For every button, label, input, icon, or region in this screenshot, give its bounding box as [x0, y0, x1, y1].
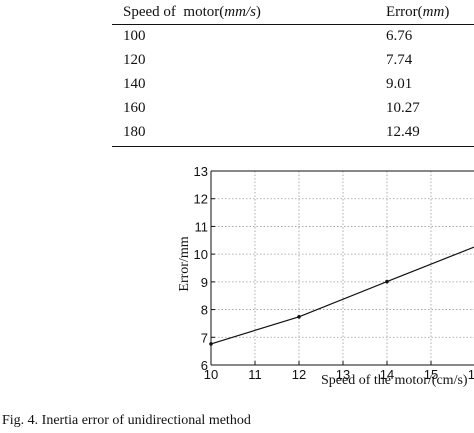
x-tick-label: 11	[248, 367, 262, 382]
table-cell-error: 7.74	[386, 52, 413, 68]
table-cell-error: 9.01	[386, 76, 413, 92]
x-tick-label: 16	[468, 367, 474, 382]
y-tick-label: 13	[194, 164, 208, 179]
y-tick-label: 10	[194, 247, 208, 262]
table-cell-speed: 180	[123, 124, 146, 140]
x-tick-label: 12	[292, 367, 306, 382]
y-tick-label: 9	[201, 275, 208, 290]
y-tick-label: 6	[201, 358, 208, 373]
table-cell-speed: 100	[123, 28, 146, 44]
table-cell-speed: 120	[123, 52, 146, 68]
chart-series	[209, 246, 474, 346]
x-tick-label: 10	[204, 367, 218, 382]
y-tick-label: 8	[201, 303, 208, 318]
figure-caption: Fig. 4. Inertia error of unidirectional …	[2, 413, 251, 428]
table-cell-error: 10.27	[386, 100, 420, 116]
error-line-chart: 6 7 8 9 10 11 12 13 10 11 12 13 14 15 16 Error/mm Spee…	[177, 164, 474, 388]
table-cell-speed: 160	[123, 100, 146, 116]
x-tick-label: 13	[336, 367, 350, 382]
series-line	[210, 246, 474, 345]
table-header-speed: Speed of motor(mm/s)	[123, 4, 261, 20]
x-tick-label: 14	[380, 367, 394, 382]
data-point	[209, 342, 213, 346]
x-tick-label: 15	[424, 367, 438, 382]
table-header-rule	[112, 24, 474, 25]
y-tick-label: 11	[195, 219, 209, 234]
y-tick-label: 7	[201, 330, 208, 345]
table-header-error: Error(mm)	[386, 4, 450, 20]
data-point	[385, 279, 389, 284]
y-axis-label: Error/mm	[177, 236, 192, 291]
chart-axes	[210, 170, 474, 366]
x-axis-label: Speed of the motor/(cm/s)	[321, 373, 468, 388]
chart-tick-labels: 6 7 8 9 10 11 12 13 10 11 12 13 14 15 16	[194, 164, 474, 382]
data-point	[297, 314, 301, 319]
table-cell-error: 6.76	[386, 28, 413, 44]
y-tick-label: 12	[194, 192, 208, 207]
data-table: Speed of motor(mm/s) Error(mm) 100 6.76 …	[0, 0, 474, 150]
table-cell-error: 12.49	[386, 124, 420, 140]
table-cell-speed: 140	[123, 76, 146, 92]
chart-grid	[211, 171, 474, 365]
table-bottom-rule	[112, 146, 474, 147]
